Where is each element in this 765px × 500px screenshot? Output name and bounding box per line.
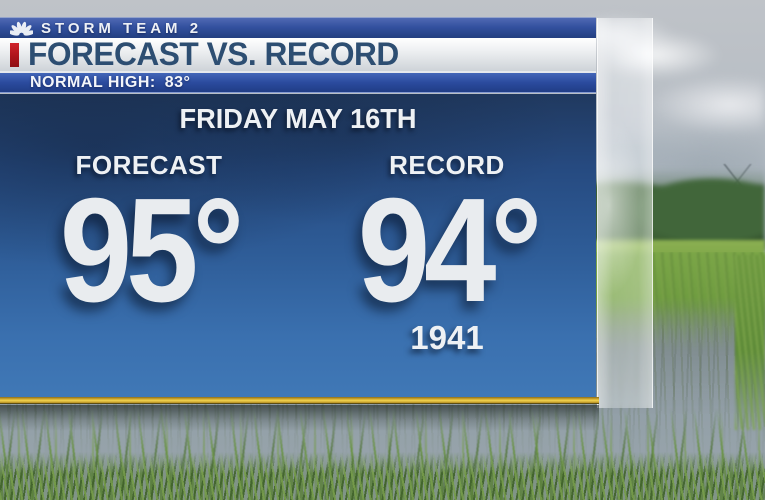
station-name: STORM TEAM 2 [41, 19, 203, 37]
forecast-label: FORECAST [75, 150, 223, 180]
record-year: 1941 [410, 319, 484, 357]
normal-high-value: 83° [164, 73, 191, 91]
right-grass-bank [735, 255, 765, 430]
forecast-column: FORECAST 95° [0, 150, 298, 357]
record-temp: 94° [357, 168, 543, 333]
nbc-peacock-icon [10, 21, 33, 36]
normal-high-label: NORMAL HIGH: [30, 73, 156, 91]
red-accent-bar [10, 42, 19, 67]
frosted-glass-strip [597, 18, 653, 408]
forecast-temp: 95° [59, 168, 245, 333]
foreground-grass-front [0, 452, 765, 500]
gold-bottom-border [0, 397, 599, 404]
temperature-columns: FORECAST 95° RECORD 94° 1941 [0, 150, 596, 357]
headline-title: FORECAST VS. RECORD [28, 36, 399, 72]
record-column: RECORD 94° 1941 [298, 150, 596, 357]
headline-bar: FORECAST VS. RECORD [0, 36, 596, 72]
brand-bar: STORM TEAM 2 [0, 17, 596, 38]
forecast-panel: FRIDAY MAY 16TH FORECAST 95° RECORD 94° … [0, 94, 596, 397]
panel-date: FRIDAY MAY 16TH [179, 103, 417, 134]
record-label: RECORD [389, 150, 505, 180]
normal-high-bar: NORMAL HIGH: 83° [0, 71, 596, 93]
